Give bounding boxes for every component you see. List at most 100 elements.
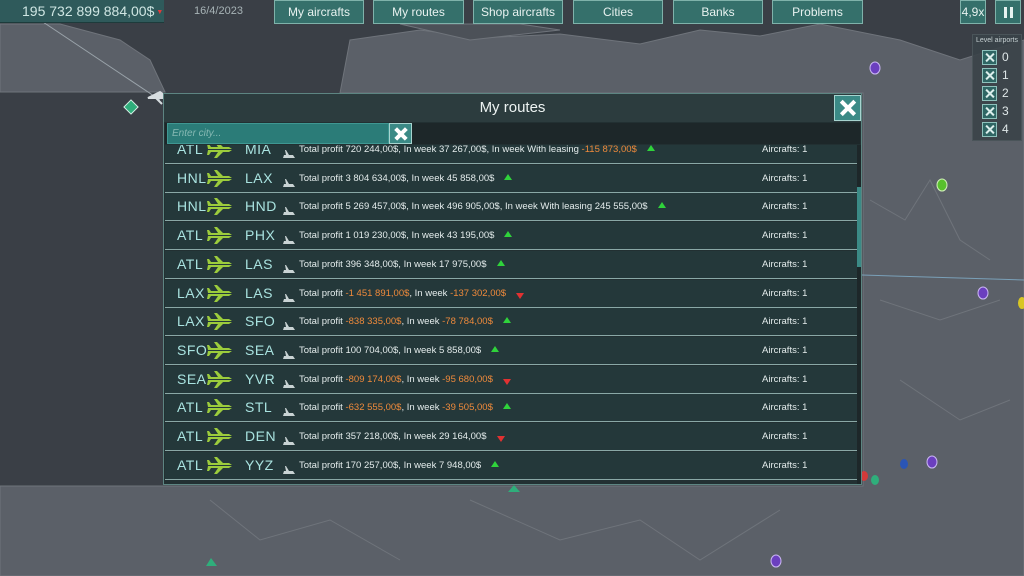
airplane-icon <box>207 399 233 417</box>
trend-up-icon <box>502 317 511 324</box>
small-airplane-icon <box>283 402 295 417</box>
aircraft-count: Aircrafts: 1 <box>762 402 808 414</box>
level-0-toggle[interactable]: 0 <box>982 50 1018 66</box>
route-row[interactable]: HNL LAX Total profit 3 804 634,00$, In wee… <box>165 164 857 193</box>
origin-airport-code: ATL <box>177 399 204 416</box>
route-profit-text: Total profit 5 269 457,00$, In week 496 … <box>299 193 666 220</box>
route-row[interactable]: LAX LAS Total profit -1 451 891,00$, In we… <box>165 279 857 308</box>
route-row[interactable]: SFO SEA Total profit 100 704,00$, In week … <box>165 336 857 365</box>
clear-filter-button[interactable] <box>389 123 412 144</box>
trend-up-icon <box>504 231 513 238</box>
level-label: 2 <box>1002 86 1009 100</box>
profit-segment: , In week <box>401 316 443 328</box>
destination-airport-code: LAX <box>245 169 273 186</box>
checkbox-icon[interactable] <box>982 104 997 119</box>
small-airplane-icon <box>283 374 295 388</box>
checkbox-icon[interactable] <box>982 50 997 65</box>
dialog-title: My routes <box>164 94 861 122</box>
close-dialog-button[interactable] <box>834 95 861 121</box>
route-row[interactable]: LAX SFO Total profit -838 335,00$, In week… <box>165 308 857 337</box>
level-airports-title: Level airports <box>975 37 1019 44</box>
money-value: 195 732 899 884,00$ <box>22 3 155 19</box>
aircraft-count: Aircrafts: 1 <box>762 344 808 356</box>
destination-airport-code: PHX <box>245 227 276 244</box>
route-row[interactable]: ATL LAS Total profit 396 348,00$, In week … <box>165 250 857 279</box>
profit-segment: Total profit 1 019 230,00$, In week 43 1… <box>299 230 495 242</box>
trend-down-icon <box>496 436 505 442</box>
city-filter-input[interactable] <box>167 123 389 144</box>
destination-airport-code: HND <box>245 198 277 215</box>
route-row[interactable]: ATL DEN Total profit 357 218,00$, In week … <box>165 423 857 451</box>
origin-airport-code: ATL <box>177 428 204 444</box>
scrollbar-thumb[interactable] <box>857 187 861 267</box>
aircraft-count: Aircrafts: 1 <box>762 373 808 385</box>
origin-airport-code: ATL <box>177 227 204 244</box>
route-row[interactable]: ATL MIA Total profit 720 244,00$, In week … <box>165 145 857 164</box>
level-label: 4 <box>1002 122 1009 136</box>
small-airplane-icon <box>283 201 295 216</box>
level-2-toggle[interactable]: 2 <box>982 86 1018 102</box>
aircraft-count: Aircrafts: 1 <box>762 459 808 471</box>
small-airplane-icon <box>283 173 295 187</box>
trend-up-icon <box>502 403 511 410</box>
small-airplane-icon <box>283 145 295 158</box>
level-label: 0 <box>1002 50 1009 64</box>
level-label: 1 <box>1002 68 1009 82</box>
airplane-icon <box>207 370 233 388</box>
nav-problems-button[interactable]: Problems <box>772 0 863 24</box>
routes-list[interactable]: ATL MIA Total profit 720 244,00$, In week … <box>165 145 857 484</box>
pause-button[interactable] <box>995 0 1021 24</box>
routes-scrollbar[interactable] <box>857 145 861 484</box>
profit-segment: Total profit <box>299 316 346 328</box>
level-4-toggle[interactable]: 4 <box>982 122 1018 138</box>
checkbox-icon[interactable] <box>982 86 997 101</box>
origin-airport-code: SEA <box>177 370 207 387</box>
destination-airport-code: SEA <box>245 341 275 358</box>
trend-up-icon <box>657 202 666 209</box>
small-airplane-icon <box>283 259 295 273</box>
route-profit-text: Total profit 100 704,00$, In week 5 858,… <box>299 337 500 364</box>
route-profit-text: Total profit 170 257,00$, In week 7 948,… <box>299 452 500 479</box>
destination-airport-code: STL <box>245 399 273 416</box>
nav-my-aircrafts-button[interactable]: My aircrafts <box>274 0 364 24</box>
route-profit-text: Total profit 720 244,00$, In week 37 267… <box>299 145 655 163</box>
nav-cities-button[interactable]: Cities <box>573 0 663 24</box>
profit-segment: Total profit 396 348,00$, In week 17 975… <box>299 258 487 270</box>
level-3-toggle[interactable]: 3 <box>982 104 1018 120</box>
negative-amount: -39 505,00$ <box>442 402 493 414</box>
route-row[interactable]: ATL YYZ Total profit 170 257,00$, In week … <box>165 451 857 480</box>
airplane-icon <box>207 198 233 216</box>
route-profit-text: Total profit -838 335,00$, In week -78 7… <box>299 308 511 335</box>
level-1-toggle[interactable]: 1 <box>982 68 1018 84</box>
game-speed-button[interactable]: 4,9x <box>960 0 986 24</box>
trend-up-icon <box>646 145 655 151</box>
airplane-icon <box>207 428 233 445</box>
negative-amount: -809 174,00$ <box>345 373 402 385</box>
small-airplane-icon <box>283 345 295 359</box>
profit-segment: Total profit 100 704,00$, In week 5 858,… <box>299 344 482 356</box>
aircraft-count: Aircrafts: 1 <box>762 258 808 270</box>
route-profit-text: Total profit 3 804 634,00$, In week 45 8… <box>299 165 513 192</box>
nav-shop-aircrafts-button[interactable]: Shop aircrafts <box>473 0 563 24</box>
profit-segment: Total profit 357 218,00$, In week 29 164… <box>299 431 487 442</box>
route-row[interactable]: ATL PHX Total profit 1 019 230,00$, In wee… <box>165 222 857 251</box>
negative-amount: -115 873,00$ <box>581 145 637 155</box>
nav-banks-button[interactable]: Banks <box>673 0 763 24</box>
nav-my-routes-button[interactable]: My routes <box>373 0 464 24</box>
route-row[interactable]: ATL STL Total profit -632 555,00$, In week… <box>165 394 857 423</box>
route-row[interactable]: SEA YVR Total profit -809 174,00$, In week… <box>165 365 857 394</box>
checkbox-icon[interactable] <box>982 122 997 137</box>
checkbox-icon[interactable] <box>982 68 997 83</box>
profit-segment: Total profit 170 257,00$, In week 7 948,… <box>299 459 482 471</box>
small-airplane-icon <box>283 431 295 445</box>
route-profit-text: Total profit 357 218,00$, In week 29 164… <box>299 423 505 450</box>
game-date: 16/4/2023 <box>194 5 243 17</box>
negative-amount: -632 555,00$ <box>345 402 402 414</box>
profit-segment: Total profit <box>299 402 346 414</box>
route-row[interactable]: HNL HND Total profit 5 269 457,00$, In wee… <box>165 193 857 222</box>
profit-segment: , In week <box>401 402 443 414</box>
small-airplane-icon <box>283 316 295 331</box>
destination-airport-code: SFO <box>245 313 276 330</box>
my-routes-dialog: My routes ATL MIA Total profit 720 244,00$… <box>163 93 862 485</box>
aircraft-count: Aircrafts: 1 <box>762 172 808 184</box>
